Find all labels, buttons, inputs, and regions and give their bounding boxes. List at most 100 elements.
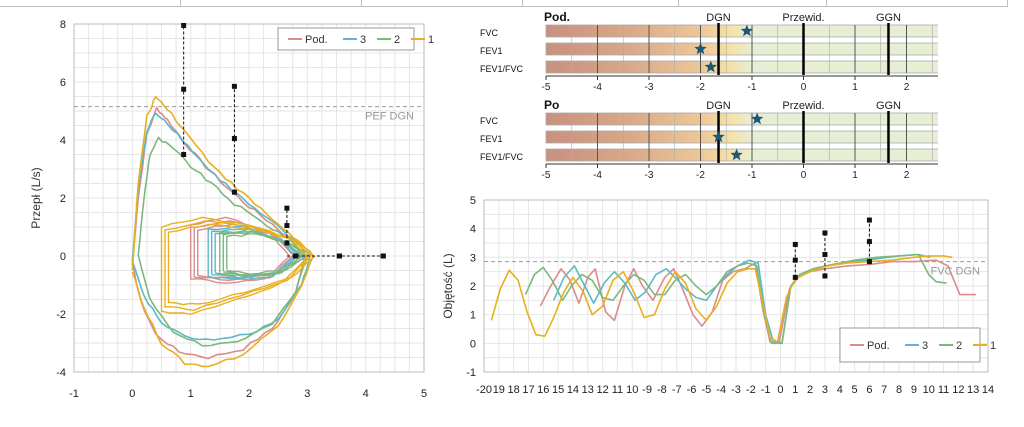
top-strip <box>0 0 1024 8</box>
x-tick-label: 16 <box>537 384 549 396</box>
zscore-star-icon <box>694 42 707 55</box>
y-axis-label: Objętość (L) <box>441 253 455 318</box>
x-tick-label: 11 <box>612 384 623 396</box>
legend-label: 3 <box>922 340 928 352</box>
x-tick-label: 5 <box>421 388 427 400</box>
x-tick-label: -1 <box>69 388 79 400</box>
x-tick-label: 13 <box>967 384 979 396</box>
predicted-marker <box>181 86 187 92</box>
volume-curve-2 <box>524 253 947 345</box>
zscore-star-icon <box>751 112 764 125</box>
x-tick-label: 11 <box>938 384 949 396</box>
x-tick-label: 12 <box>596 384 608 396</box>
predicted-marker <box>866 239 872 245</box>
predicted-marker <box>231 136 237 142</box>
legend-label: 2 <box>956 340 962 352</box>
volume-curve-Pod. <box>539 259 977 345</box>
x-tick-label: 17 <box>522 384 534 396</box>
zscore-tick-label: -5 <box>542 170 551 181</box>
tidal-loop <box>219 228 303 278</box>
zscore-tick-label: -4 <box>593 170 602 181</box>
zscore-band <box>545 112 938 126</box>
inspiratory-curve <box>131 255 314 368</box>
zscore-title: Po <box>544 98 559 112</box>
zscore-tick-label: -3 <box>645 82 654 93</box>
predicted-marker <box>231 189 237 195</box>
zscore-star-icon <box>712 130 725 143</box>
zscore-row-label: FVC <box>480 116 499 126</box>
plot-frame <box>73 23 425 373</box>
x-tick-label: -7 <box>672 384 682 396</box>
zscore-header-label: Przewid. <box>782 12 824 24</box>
top-cell <box>523 0 679 7</box>
zscore-title: Pod. <box>544 10 570 24</box>
zscore-row-label: FEV1 <box>480 46 503 56</box>
zscore-tick-label: 0 <box>801 170 807 181</box>
x-tick-label: 6 <box>866 384 872 396</box>
tidal-loop <box>190 216 291 284</box>
zscore-tick-label: -1 <box>748 82 757 93</box>
zscore-band <box>545 42 938 56</box>
y-tick-label: -1 <box>466 367 476 379</box>
inspiratory-curve <box>137 254 309 347</box>
zscore-band <box>545 130 938 144</box>
x-tick-label: 3 <box>822 384 828 396</box>
zscore-tick-label: 2 <box>904 170 910 181</box>
x-tick-label: 10 <box>626 384 638 396</box>
x-tick-label: -2 <box>746 384 756 396</box>
tidal-loop <box>160 216 309 316</box>
x-tick-label: 2 <box>246 388 252 400</box>
x-tick-label: 19 <box>493 384 505 396</box>
x-tick-label: -5 <box>701 384 711 396</box>
x-tick-label: 5 <box>852 384 858 396</box>
x-tick-label: -1 <box>761 384 771 396</box>
zscore-band <box>545 60 938 74</box>
x-tick-label: 10 <box>923 384 935 396</box>
x-tick-label: 15 <box>552 384 564 396</box>
y-tick-label: 3 <box>470 252 476 264</box>
zscore-tick-label: -1 <box>748 170 757 181</box>
top-cell <box>0 0 181 7</box>
top-cell <box>181 0 362 7</box>
zscore-row-label: FEV1/FVC <box>480 152 524 162</box>
x-tick-label: -8 <box>657 384 667 396</box>
zscore-row-label: FEV1/FVC <box>480 64 524 74</box>
y-tick-label: 0 <box>470 338 476 350</box>
predicted-marker <box>284 240 290 246</box>
legend-label: 1 <box>428 34 434 46</box>
zscore-header-label: GGN <box>876 12 901 24</box>
x-tick-label: -3 <box>731 384 741 396</box>
x-tick-label: 8 <box>896 384 902 396</box>
predicted-marker <box>822 251 828 257</box>
y-tick-label: 5 <box>470 195 476 207</box>
predicted-marker <box>231 83 237 89</box>
x-tick-label: 7 <box>881 384 887 396</box>
volume-curve-1 <box>490 255 953 343</box>
y-tick-label: 1 <box>470 310 476 322</box>
zscore-tick-label: -5 <box>542 82 551 93</box>
fvc-dgn-label: FVC DGN <box>931 266 981 278</box>
x-tick-label: 14 <box>567 384 579 396</box>
y-tick-label: 2 <box>60 193 66 205</box>
inspiratory-curve <box>131 255 312 341</box>
predicted-marker <box>181 152 187 157</box>
top-cell <box>679 0 827 7</box>
zscore-header-label: GGN <box>876 100 901 112</box>
y-tick-label: -2 <box>56 309 66 321</box>
x-tick-label: 2 <box>807 384 813 396</box>
y-tick-label: 6 <box>60 77 66 89</box>
zscore-tick-label: -4 <box>593 82 602 93</box>
zscore-tick-label: 0 <box>801 82 807 93</box>
predicted-marker <box>866 259 872 265</box>
y-axis-label: Przepł (L/s) <box>29 167 43 228</box>
x-tick-label: 14 <box>982 384 994 396</box>
tidal-loop <box>167 223 316 306</box>
x-tick-label: 4 <box>837 384 843 396</box>
predicted-marker <box>792 241 798 247</box>
zscore-star-icon <box>730 148 743 161</box>
predicted-marker <box>293 253 299 259</box>
legend-label: 3 <box>360 34 366 46</box>
legend-label: Pod. <box>867 340 890 352</box>
legend-label: 1 <box>990 340 996 352</box>
predicted-marker <box>792 274 798 280</box>
